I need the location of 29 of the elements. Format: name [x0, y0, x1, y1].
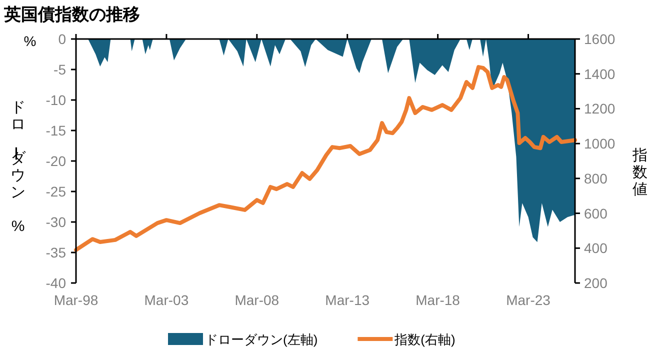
- x-tick-label: Mar-98: [54, 292, 98, 308]
- x-tick-label: Mar-18: [416, 292, 460, 308]
- y-tick-label: -40: [46, 275, 66, 291]
- y2-tick-label: 1400: [584, 66, 616, 82]
- x-tick-label: Mar-03: [144, 292, 189, 308]
- y-tick-label: 0: [58, 31, 66, 47]
- line-series: [74, 65, 577, 252]
- chart-title: 英国債指数の推移: [3, 5, 140, 24]
- y2-tick-label: 600: [584, 205, 608, 222]
- y2-tick-label: 1600: [584, 31, 616, 47]
- y-tick-label: -25: [46, 184, 66, 200]
- x-tick-label: Mar-23: [506, 292, 551, 308]
- y2-tick-label: 1000: [584, 136, 616, 152]
- y-tick-label: -10: [46, 92, 66, 108]
- y-tick-label: -35: [46, 244, 66, 260]
- legend-label: ドローダウン(左軸): [205, 332, 318, 347]
- y-tick-label: -15: [46, 122, 66, 138]
- x-tick-label: Mar-08: [234, 292, 280, 308]
- y2-tick-label: 200: [584, 275, 608, 291]
- y-tick-label: -20: [46, 153, 66, 169]
- y-tick-label: -5: [54, 62, 66, 78]
- text: %: [24, 33, 36, 49]
- y-tick-label: -30: [46, 214, 66, 230]
- y2-tick-label: 1200: [584, 100, 616, 117]
- y2-tick-label: 400: [584, 240, 608, 256]
- x-tick-label: Mar-13: [325, 292, 370, 308]
- legend-label: 指数(右軸): [394, 332, 456, 347]
- y2-tick-label: 800: [584, 170, 608, 186]
- y2-axis-title: 指数値: [632, 147, 648, 198]
